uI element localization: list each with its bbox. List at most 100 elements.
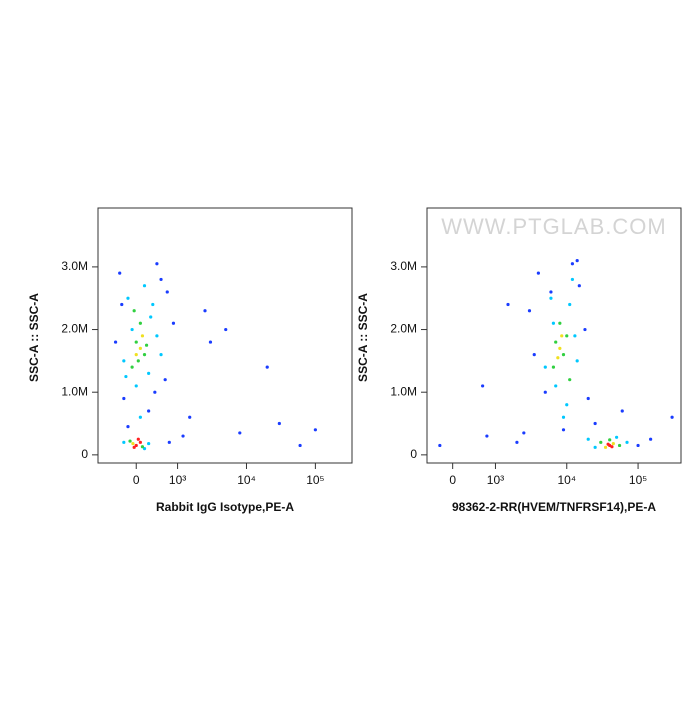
event-dot: [128, 439, 132, 443]
event-dot: [506, 302, 510, 307]
event-dot: [617, 443, 622, 448]
event-dot: [606, 442, 610, 446]
event-dot: [136, 437, 140, 441]
event-dot: [625, 440, 629, 444]
event-dot: [565, 403, 569, 407]
event-dot: [593, 421, 597, 426]
x-tick-label: 10⁵: [306, 473, 324, 487]
event-dot: [138, 440, 142, 444]
event-dot: [134, 384, 138, 388]
event-dot: [549, 290, 553, 294]
y-tick-label: 1.0M: [61, 384, 88, 398]
event-dot: [438, 443, 442, 448]
event-dot: [556, 356, 560, 360]
x-tick-label: 10³: [487, 473, 504, 487]
event-dot: [265, 365, 269, 369]
event-dot: [188, 415, 192, 419]
y-axis-title: SSC-A :: SSC-A: [27, 293, 41, 382]
event-dot: [138, 321, 142, 325]
event-dot: [554, 384, 558, 388]
event-dot: [203, 309, 207, 313]
event-dot: [122, 359, 126, 363]
event-dot: [118, 271, 122, 275]
y-tick-label: 0: [81, 447, 88, 461]
x-tick-label: 10³: [169, 473, 186, 487]
event-dot: [147, 441, 151, 446]
event-dot: [615, 435, 619, 439]
event-dot: [142, 446, 147, 451]
y-tick-label: 3.0M: [61, 259, 88, 273]
event-dot: [153, 390, 157, 394]
event-dot: [163, 378, 167, 382]
event-dot: [277, 421, 281, 426]
y-axis-title: SSC-A :: SSC-A: [356, 293, 370, 382]
event-dot: [670, 415, 674, 419]
event-dot: [599, 440, 603, 444]
event-dot: [122, 396, 126, 401]
event-dot: [132, 309, 136, 313]
event-dot: [138, 415, 142, 419]
event-dot: [649, 437, 653, 441]
event-dot: [549, 296, 553, 300]
event-dot: [140, 445, 145, 449]
event-dot: [611, 441, 615, 446]
event-dot: [126, 425, 130, 429]
event-dot: [561, 353, 566, 357]
event-dot: [181, 434, 185, 438]
event-dot: [573, 334, 577, 338]
event-dot: [134, 443, 138, 448]
y-tick-label: 3.0M: [390, 259, 417, 273]
event-dot: [122, 440, 126, 444]
event-dot: [131, 441, 135, 446]
event-dot: [561, 428, 566, 432]
event-dot: [126, 296, 130, 300]
event-dot: [515, 440, 519, 444]
event-dot: [527, 309, 532, 313]
event-dot: [551, 365, 556, 369]
event-dot: [560, 334, 564, 338]
event-dot: [147, 409, 151, 413]
x-axis-title: Rabbit IgG Isotype,PE-A: [156, 500, 294, 514]
event-dot: [586, 437, 590, 441]
event-dot: [583, 327, 587, 332]
event-dot: [298, 443, 302, 448]
event-dot: [167, 440, 171, 444]
event-dot: [532, 353, 536, 357]
event-dot: [159, 277, 163, 282]
y-tick-label: 2.0M: [390, 322, 417, 336]
event-dot: [155, 262, 159, 266]
event-dot: [620, 409, 624, 413]
plot-frame: [97, 207, 353, 464]
event-dot: [238, 431, 242, 435]
event-dot: [224, 327, 228, 332]
event-dot: [136, 359, 140, 363]
event-dot: [159, 353, 163, 357]
event-dot: [558, 346, 562, 350]
event-dot: [636, 443, 640, 448]
event-dot: [543, 390, 547, 394]
event-dot: [603, 445, 608, 449]
watermark: WWW.PTGLAB.COM: [441, 214, 666, 239]
x-tick-label: 10⁵: [629, 473, 647, 487]
event-dot: [568, 302, 572, 307]
event-dot: [138, 346, 142, 350]
event-dot: [208, 340, 213, 344]
event-dot: [481, 384, 485, 388]
event-dot: [554, 340, 558, 344]
event-dot: [570, 277, 575, 282]
event-dot: [593, 445, 597, 449]
event-dot: [130, 365, 134, 369]
x-axis-title: 98362-2-RR(HVEM/TNFRSF14),PE-A: [452, 500, 656, 514]
event-dot: [171, 321, 176, 325]
event-dot: [551, 321, 556, 325]
y-tick-label: 2.0M: [61, 322, 88, 336]
event-dot: [561, 415, 566, 419]
event-dot: [140, 334, 145, 338]
event-dot: [568, 378, 572, 382]
event-dot: [113, 340, 118, 344]
y-tick-label: 1.0M: [390, 384, 417, 398]
event-dot: [575, 259, 579, 263]
event-dot: [130, 327, 134, 332]
